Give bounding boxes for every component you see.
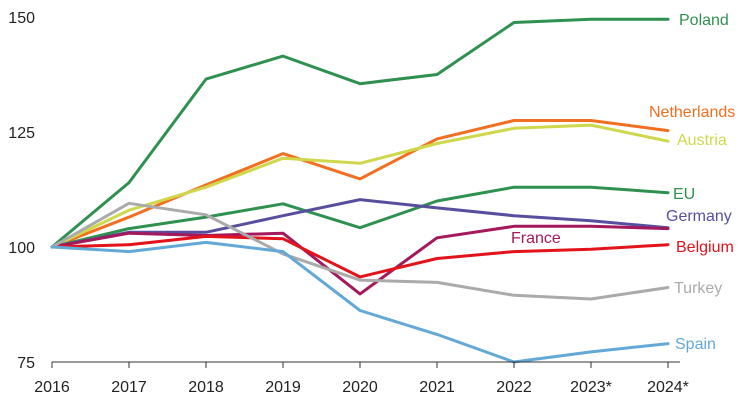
series-line-france [50, 224, 670, 296]
x-tick-label: 2022 [496, 379, 532, 396]
x-tick-label: 2020 [342, 379, 378, 396]
series-label-austria: Austria [677, 132, 727, 149]
series-line-turkey [50, 201, 670, 301]
series-label-poland: Poland [679, 12, 729, 29]
axes: 75 100 125 150 2016 2017 2018 2019 2020 2021 2022 2… [8, 10, 689, 396]
x-tick-label: 2018 [188, 379, 224, 396]
x-tick-label: 2021 [419, 379, 455, 396]
series-line-germany [50, 198, 670, 249]
y-tick-label: 150 [8, 10, 35, 27]
series-labels: Poland Netherlands Austria EU Germany France B… [511, 12, 735, 353]
x-tick-label: 2023* [570, 379, 612, 396]
y-tick-label: 100 [8, 240, 35, 257]
series-line-belgium [50, 234, 670, 279]
series-line-spain [50, 240, 670, 364]
y-tick-label: 75 [17, 355, 35, 372]
series-label-spain: Spain [675, 336, 716, 353]
series-line-poland [50, 17, 670, 249]
series-line-eu [50, 185, 670, 249]
x-tick-label: 2016 [34, 379, 70, 396]
series-label-france: France [511, 230, 561, 247]
x-tick-label: 2019 [265, 379, 301, 396]
x-tick-label: 2024* [647, 379, 689, 396]
series-label-netherlands: Netherlands [649, 104, 735, 121]
y-tick-label: 125 [8, 125, 35, 142]
series-label-eu: EU [673, 186, 695, 203]
series-label-belgium: Belgium [676, 239, 734, 256]
x-tick-label: 2017 [111, 379, 147, 396]
series-label-germany: Germany [666, 208, 732, 225]
series-line-austria [50, 123, 670, 249]
series-label-turkey: Turkey [674, 280, 722, 297]
series-lines [50, 17, 670, 364]
